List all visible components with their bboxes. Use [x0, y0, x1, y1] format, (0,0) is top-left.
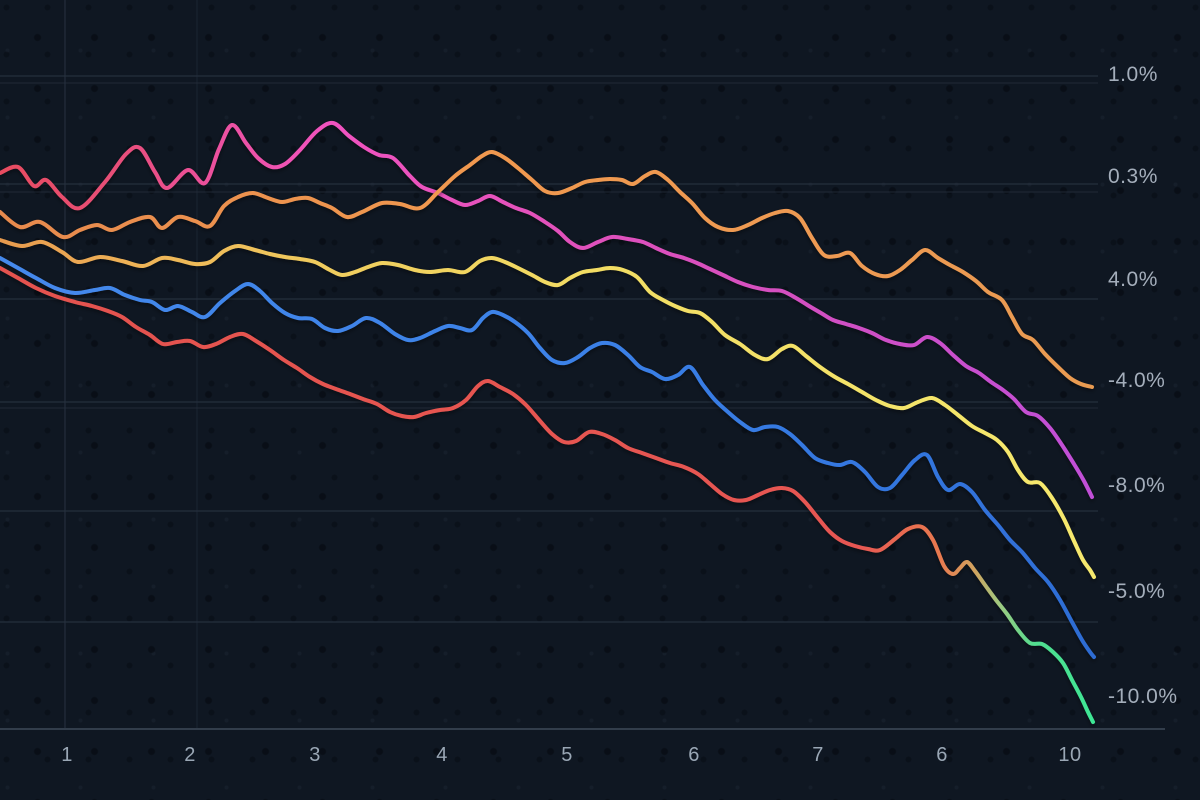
series-yellow-line — [0, 238, 1096, 579]
x-axis-label: 4 — [436, 744, 448, 766]
y-axis-label: 1.0% — [1108, 63, 1158, 86]
series-orange-line — [0, 149, 1094, 389]
y-axis-label: 0.3% — [1108, 165, 1158, 188]
x-axis-label: 6 — [936, 744, 948, 766]
y-axis-label: -10.0% — [1108, 685, 1178, 708]
x-axis-label: 7 — [812, 744, 824, 766]
series-blue-line — [0, 256, 1096, 659]
x-axis-label: 6 — [688, 744, 700, 766]
y-axis-label: -8.0% — [1108, 474, 1166, 497]
series-magenta-line — [0, 120, 1094, 499]
x-axis-label: 2 — [184, 744, 196, 766]
y-axis-label: -4.0% — [1108, 369, 1166, 392]
series-red-green-tail-line — [0, 266, 1095, 724]
y-axis-label: -5.0% — [1108, 580, 1166, 603]
x-axis-label: 5 — [561, 744, 573, 766]
y-axis-label: 4.0% — [1108, 268, 1158, 291]
x-axis-label: 3 — [309, 744, 321, 766]
x-axis-label: 1 — [61, 744, 73, 766]
x-axis-label: 10 — [1058, 744, 1082, 766]
